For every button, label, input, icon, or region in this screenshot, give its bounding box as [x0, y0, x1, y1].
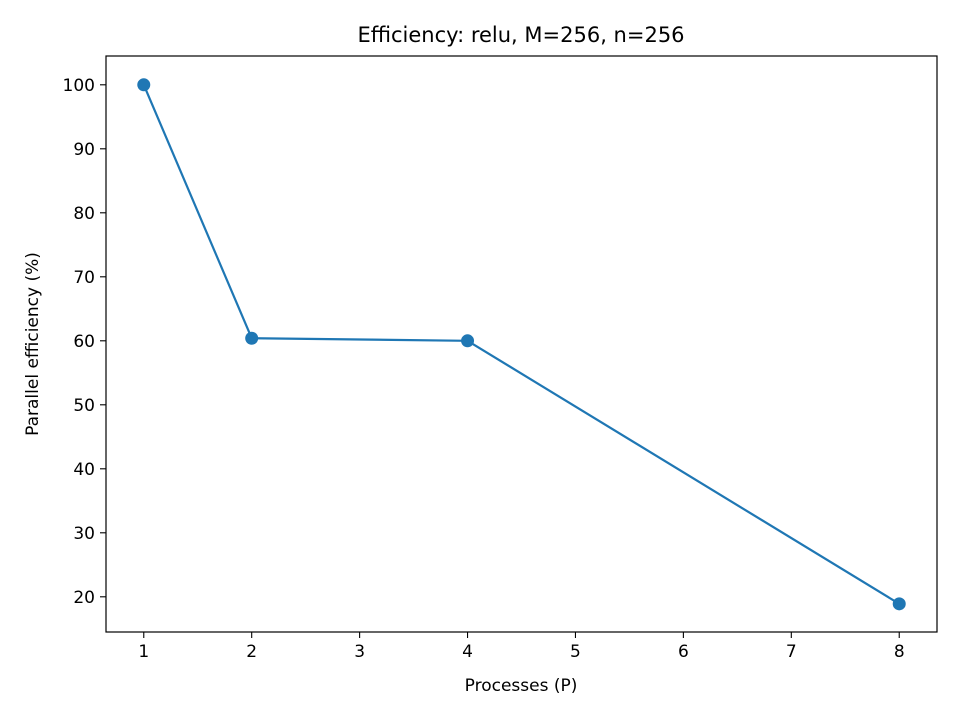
- y-tick-label: 50: [73, 396, 95, 416]
- y-tick-label: 100: [63, 76, 95, 96]
- y-tick-label: 60: [73, 332, 95, 352]
- y-tick-label: 20: [73, 588, 95, 608]
- x-tick-label: 7: [786, 642, 797, 662]
- data-point: [245, 331, 259, 345]
- y-tick-label: 90: [73, 140, 95, 160]
- x-tick-label: 8: [894, 642, 905, 662]
- x-tick-label: 2: [246, 642, 257, 662]
- x-tick-label: 6: [678, 642, 689, 662]
- x-tick-label: 1: [138, 642, 149, 662]
- x-tick-label: 4: [462, 642, 473, 662]
- plot-area: 1 2 3 4 5 6 7 8 20 30 40 50 60 70 80 90 100: [63, 76, 906, 662]
- data-point: [461, 334, 475, 348]
- data-point: [892, 597, 906, 611]
- x-tick-label: 3: [354, 642, 365, 662]
- y-axis-label: Parallel efficiency (%): [23, 252, 43, 436]
- x-axis-label: Processes (P): [465, 676, 578, 696]
- y-tick-label: 30: [73, 524, 95, 544]
- y-tick-label: 40: [73, 460, 95, 480]
- series-line: [142, 83, 901, 605]
- axes-frame: [105, 55, 938, 633]
- x-tick-label: 5: [570, 642, 581, 662]
- y-tick-label: 70: [73, 268, 95, 288]
- y-tick-label: 80: [73, 204, 95, 224]
- chart-title: Efficiency: relu, M=256, n=256: [357, 23, 684, 47]
- data-point: [137, 78, 151, 92]
